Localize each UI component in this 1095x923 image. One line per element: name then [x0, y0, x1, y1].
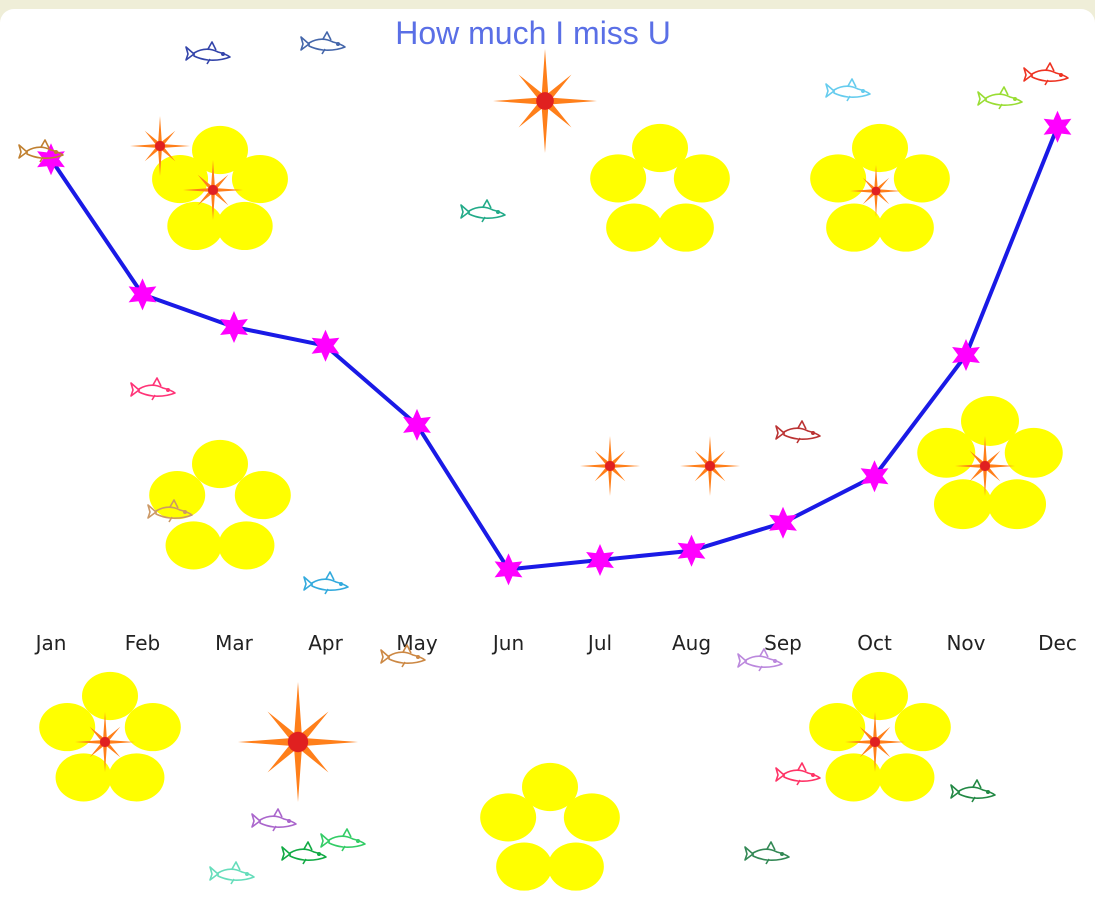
x-tick-label: Jun [491, 631, 524, 655]
fish-icon [775, 762, 821, 786]
star-burst-decoration [493, 49, 597, 153]
data-point-marker [128, 278, 157, 311]
fish-icon [460, 199, 506, 223]
star-burst-decoration [850, 165, 902, 217]
star-burst-decoration [75, 712, 135, 772]
data-point-marker [220, 311, 248, 343]
data-point-marker [769, 506, 797, 539]
fish-icon [251, 808, 297, 832]
x-tick-label: Mar [215, 631, 254, 655]
fish-icon [303, 571, 349, 595]
fish-icon [209, 861, 255, 885]
data-point-marker [494, 553, 523, 586]
fish-icon [281, 841, 327, 865]
flower-decoration [590, 123, 730, 252]
fish-icon [130, 377, 176, 401]
data-point-marker [37, 143, 65, 176]
star-burst-decoration [130, 116, 190, 176]
series-line-group [37, 110, 1072, 586]
flower-decoration [810, 123, 950, 252]
x-tick-label: Aug [672, 631, 711, 655]
fish-icon [737, 648, 783, 672]
fish-icon [380, 644, 426, 668]
fish-icon [147, 499, 193, 523]
star-burst-decoration [680, 436, 740, 496]
x-tick-label: Jul [586, 631, 612, 655]
flower-decoration [152, 125, 288, 251]
chart-panel: How much I miss U Jan Feb Mar Apr May Jun Jul A… [0, 9, 1095, 923]
star-burst-decoration [580, 436, 640, 496]
x-tick-label: Sep [764, 631, 802, 655]
data-point-marker [952, 339, 980, 371]
x-tick-label: Oct [857, 631, 892, 655]
x-tick-label: Feb [125, 631, 160, 655]
data-point-marker [677, 534, 706, 567]
star-burst-decoration [955, 436, 1015, 496]
series-line [49, 125, 1060, 572]
x-tick-label: Nov [946, 631, 985, 655]
fish-icon [950, 779, 996, 803]
x-tick-label: Apr [308, 631, 343, 655]
flower-decoration [917, 396, 1063, 530]
decorations [39, 49, 1063, 891]
star-burst-decoration [845, 712, 905, 772]
fish-icon [977, 86, 1023, 110]
data-point-marker [311, 329, 340, 362]
fish-icon [320, 828, 366, 852]
fish-decorations [18, 31, 1069, 885]
flower-decoration [39, 671, 181, 802]
fish-icon [18, 139, 64, 163]
x-tick-label: Jan [34, 631, 67, 655]
data-point-marker [403, 408, 431, 441]
x-axis-tick-labels: Jan Feb Mar Apr May Jun Jul Aug Sep Oct Nov Dec [34, 631, 1077, 655]
chart-title: How much I miss U [395, 15, 671, 51]
star-burst-decoration [183, 160, 243, 220]
fish-icon [744, 841, 790, 865]
fish-icon [185, 41, 231, 65]
star-burst-decoration [238, 682, 358, 802]
fish-icon [825, 78, 871, 102]
x-tick-label: Dec [1038, 631, 1077, 655]
fish-icon [1023, 62, 1069, 86]
fish-icon [300, 31, 346, 55]
fish-icon [775, 420, 821, 444]
data-point-marker [860, 460, 889, 493]
flower-decoration [809, 671, 951, 802]
flower-decoration [149, 439, 291, 570]
data-point-marker [1043, 110, 1072, 143]
data-point-marker [586, 544, 614, 576]
flower-decoration [480, 762, 620, 891]
chart: How much I miss U Jan Feb Mar Apr May Jun Jul A… [18, 15, 1077, 891]
